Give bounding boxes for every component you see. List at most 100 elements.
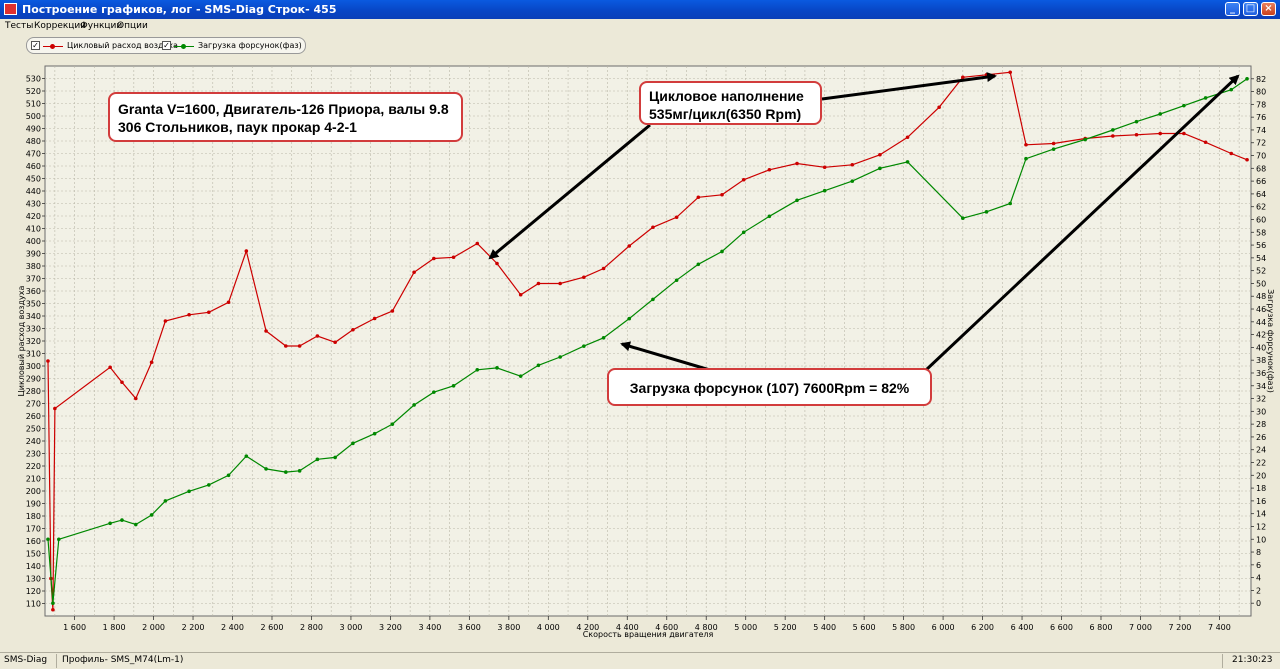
series-point-1 — [767, 167, 772, 172]
series-point-1 — [264, 329, 268, 333]
y-left-tick-label: 270 — [26, 400, 41, 409]
x-tick-label: 3 000 — [339, 623, 362, 632]
series-point-2 — [558, 355, 562, 359]
series-point-1 — [297, 344, 302, 348]
y-right-tick-label: 14 — [1256, 510, 1266, 519]
series-point-1 — [1134, 132, 1139, 137]
series-point-2 — [878, 166, 882, 171]
x-tick-label: 7 000 — [1129, 623, 1152, 632]
menu-tests[interactable]: Тесты — [5, 21, 34, 31]
series-point-1 — [1024, 142, 1028, 147]
series-point-2 — [601, 336, 606, 340]
x-tick-label: 4 600 — [655, 623, 678, 632]
x-tick-label: 4 200 — [576, 623, 599, 632]
series-point-2 — [1083, 137, 1087, 142]
menu-functions[interactable]: Функции — [80, 21, 123, 31]
series-point-2 — [264, 467, 268, 471]
y-left-tick-label: 440 — [26, 187, 41, 196]
x-tick-label: 5 600 — [853, 623, 876, 632]
y-right-tick-label: 22 — [1256, 459, 1266, 468]
series-point-1 — [850, 162, 855, 167]
y-right-tick-label: 8 — [1256, 548, 1261, 557]
series-point-2 — [536, 363, 541, 368]
series-point-1 — [1008, 70, 1012, 75]
series-point-2 — [674, 278, 679, 283]
y-right-tick-label: 80 — [1256, 88, 1266, 97]
x-tick-label: 2 200 — [182, 623, 205, 632]
series-point-1 — [720, 192, 724, 197]
series-point-1 — [674, 215, 679, 220]
series-point-2 — [627, 316, 632, 321]
series-point-1 — [315, 334, 320, 338]
y-left-tick-label: 160 — [26, 537, 41, 546]
chart-svg: 1 600 1 800 2 000 2 200 2 400 2 600 2 800 3 000… — [17, 65, 1275, 639]
series-point-1 — [878, 152, 882, 157]
maximize-button[interactable]: □ — [1243, 2, 1258, 16]
y-left-tick-label: 390 — [26, 250, 41, 259]
y-right-tick-label: 26 — [1256, 433, 1266, 442]
y-right-tick-label: 18 — [1256, 484, 1266, 493]
y-right-tick-label: 12 — [1256, 522, 1266, 531]
series-point-2 — [720, 249, 724, 254]
series-point-1 — [741, 177, 746, 182]
menu-corrections[interactable]: Коррекции — [34, 21, 87, 31]
series-point-2 — [333, 455, 337, 460]
series-point-2 — [741, 230, 746, 235]
series-point-1 — [351, 327, 355, 332]
legend: ✓ Цикловый расход воздуха ✓ Загрузка фор… — [26, 37, 306, 54]
series-point-1 — [961, 75, 965, 80]
series-point-2 — [451, 383, 456, 388]
y-left-tick-label: 250 — [26, 425, 41, 434]
y-left-tick-label: 260 — [26, 412, 41, 421]
series-point-2 — [1158, 112, 1163, 116]
y-right-tick-label: 62 — [1256, 203, 1266, 212]
cyclic-fill-annotation: Цикловое наполнение 535мг/цикл(6350 Rpm) — [639, 81, 822, 125]
x-tick-label: 5 000 — [734, 623, 757, 632]
close-button[interactable]: × — [1261, 2, 1276, 16]
series-point-2 — [518, 374, 523, 378]
series2-checkbox[interactable]: ✓ — [162, 41, 171, 50]
series-point-1 — [558, 281, 562, 286]
y-left-tick-label: 230 — [26, 450, 41, 459]
series-point-2 — [108, 521, 112, 526]
series1-marker — [50, 44, 55, 49]
y-right-tick-label: 10 — [1256, 535, 1266, 544]
minimize-button[interactable]: _ — [1225, 2, 1240, 16]
series-point-2 — [207, 483, 211, 487]
series-point-2 — [226, 473, 231, 478]
y-right-tick-label: 28 — [1256, 420, 1266, 429]
chart-area: 1 600 1 800 2 000 2 200 2 400 2 600 2 800 3 000… — [0, 58, 1280, 652]
app-icon — [4, 3, 17, 15]
series1-checkbox[interactable]: ✓ — [31, 41, 40, 50]
y-right-tick-label: 48 — [1256, 292, 1266, 301]
series-point-1 — [226, 300, 231, 305]
series-point-2 — [767, 214, 772, 219]
y-right-tick-label: 60 — [1256, 215, 1266, 224]
series-point-2 — [57, 537, 61, 542]
y-right-tick-label: 70 — [1256, 152, 1266, 161]
y-left-tick-label: 300 — [26, 362, 41, 371]
series-point-2 — [187, 489, 191, 494]
y-right-tick-label: 24 — [1256, 446, 1266, 455]
series-point-1 — [905, 135, 910, 140]
series-point-1 — [412, 270, 416, 275]
x-tick-label: 3 800 — [497, 623, 520, 632]
series-point-1 — [495, 261, 499, 266]
x-tick-label: 4 000 — [537, 623, 560, 632]
series-point-1 — [475, 241, 480, 246]
series-point-1 — [53, 406, 57, 411]
y-right-tick-label: 42 — [1256, 331, 1266, 340]
series-point-2 — [412, 403, 416, 407]
y-left-tick-label: 150 — [26, 550, 41, 559]
y-right-tick-label: 74 — [1256, 126, 1266, 135]
y-right-tick-label: 46 — [1256, 305, 1266, 314]
menu-options[interactable]: Опции — [117, 21, 148, 31]
series-point-2 — [984, 210, 989, 214]
y-left-tick-label: 370 — [26, 275, 41, 284]
series-point-2 — [372, 431, 377, 436]
y-left-tick-label: 140 — [26, 562, 41, 571]
series-point-1 — [120, 380, 124, 385]
y-right-tick-label: 32 — [1256, 395, 1266, 404]
y-right-tick-label: 0 — [1256, 599, 1261, 608]
series-point-1 — [108, 365, 112, 370]
